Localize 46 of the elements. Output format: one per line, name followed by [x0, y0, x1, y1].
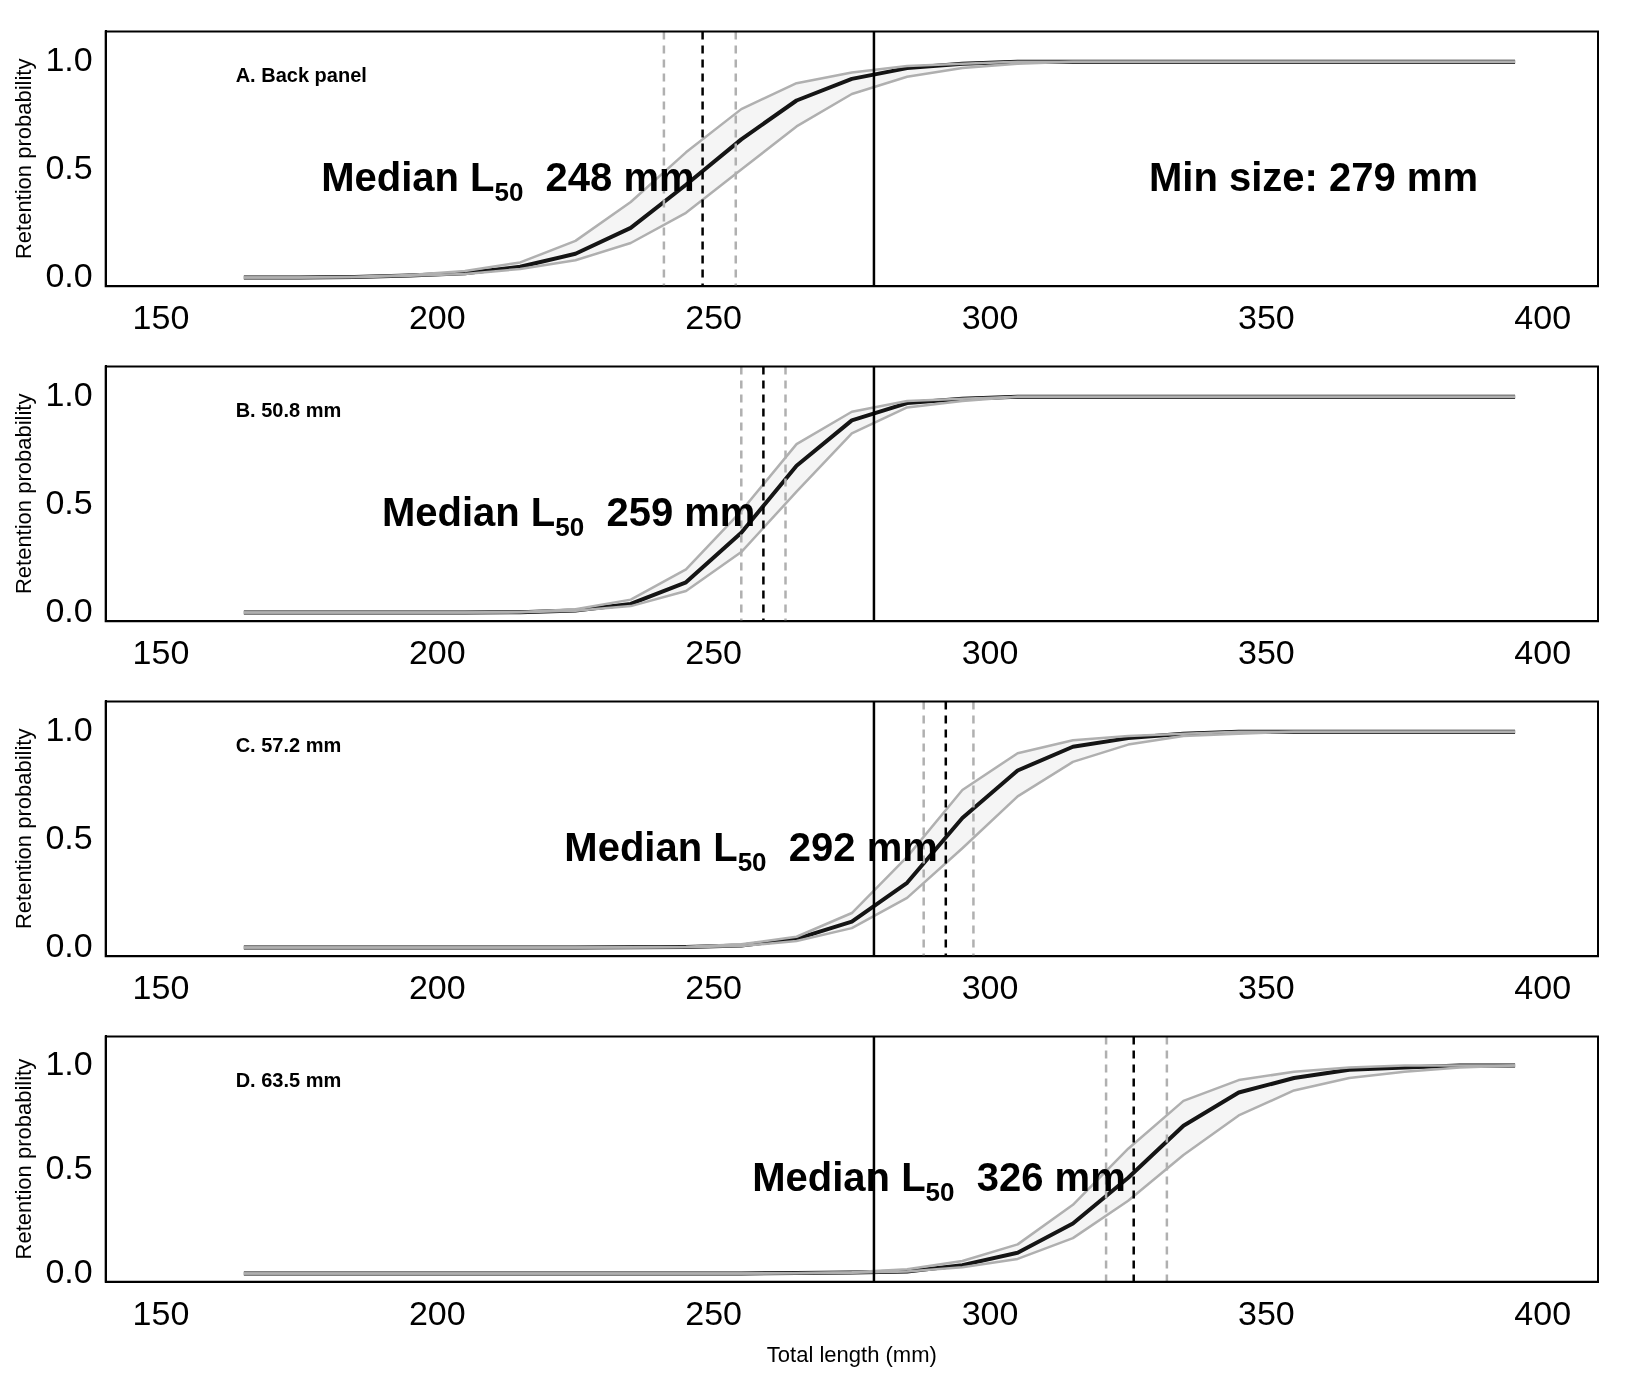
y-tick-label: 0.5 [45, 817, 93, 856]
y-axis-title: Retention probability [11, 1058, 37, 1260]
x-tick-label: 350 [1238, 297, 1295, 336]
x-tick-label: 200 [408, 632, 466, 671]
text: D. 63.5 mm [235, 1068, 342, 1091]
x-tick-label: 400 [1514, 297, 1572, 336]
annotation: Min size: 279 mm [1149, 155, 1479, 200]
x-tick-label: 200 [408, 297, 466, 336]
y-tick-label: 1.0 [45, 1043, 93, 1082]
x-tick-label: 400 [1514, 967, 1572, 1006]
x-tick-label: 150 [132, 632, 190, 671]
x-tick-label: 250 [685, 632, 743, 671]
x-tick-label: 350 [1238, 632, 1295, 671]
x-tick-label: 300 [961, 1293, 1019, 1332]
x-tick-label: 400 [1514, 1293, 1572, 1332]
x-tick-label: 400 [1514, 632, 1572, 671]
y-tick-label: 0.5 [45, 147, 93, 186]
y-tick-label: 0.5 [45, 482, 93, 521]
y-tick-label: 0.5 [45, 1147, 93, 1186]
x-tick-label: 200 [408, 967, 466, 1006]
text: B. 50.8 mm [235, 398, 342, 421]
x-tick-label: 150 [132, 297, 190, 336]
y-tick-label: 1.0 [45, 375, 93, 414]
x-tick-label: 200 [408, 1293, 466, 1332]
y-tick-label: 0.0 [45, 1251, 93, 1290]
x-tick-label: 300 [961, 632, 1019, 671]
text: C. 57.2 mm [235, 733, 342, 756]
x-tick-label: 300 [961, 967, 1019, 1006]
text: A. Back panel [235, 63, 367, 86]
y-tick-label: 1.0 [45, 710, 93, 749]
x-tick-label: 150 [132, 1293, 190, 1332]
x-tick-label: 300 [961, 297, 1019, 336]
x-tick-label: 350 [1238, 967, 1295, 1006]
y-tick-label: 0.0 [45, 255, 93, 294]
y-tick-label: 1.0 [45, 40, 93, 79]
y-axis-title: Retention probability [11, 728, 37, 930]
y-axis-title: Retention probability [11, 58, 37, 260]
x-tick-label: 350 [1238, 1293, 1295, 1332]
x-tick-label: 250 [685, 967, 743, 1006]
y-tick-label: 0.0 [45, 925, 93, 964]
y-axis-title: Retention probability [11, 393, 37, 595]
x-tick-label: 250 [685, 1293, 743, 1332]
x-axis-title: Total length (mm) [766, 1341, 937, 1367]
x-tick-label: 250 [685, 297, 743, 336]
x-tick-label: 150 [132, 967, 190, 1006]
y-tick-label: 0.0 [45, 590, 93, 629]
